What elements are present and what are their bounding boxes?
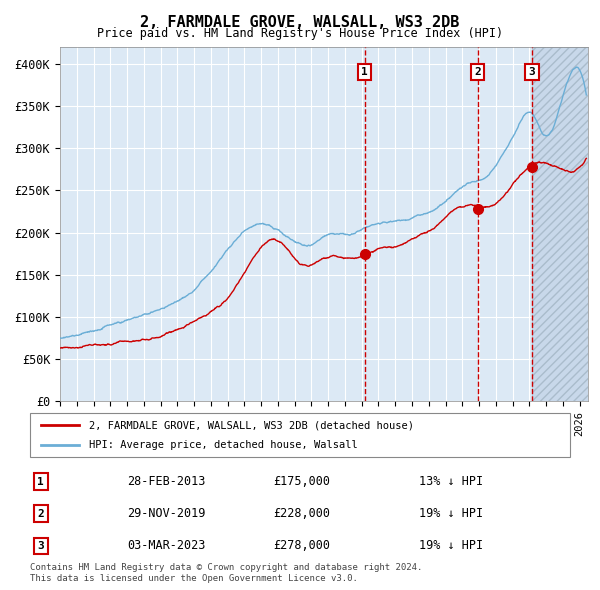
Text: 19% ↓ HPI: 19% ↓ HPI <box>419 539 483 552</box>
Text: 3: 3 <box>529 67 536 77</box>
Text: 2, FARMDALE GROVE, WALSALL, WS3 2DB (detached house): 2, FARMDALE GROVE, WALSALL, WS3 2DB (det… <box>89 421 415 430</box>
Text: 2, FARMDALE GROVE, WALSALL, WS3 2DB: 2, FARMDALE GROVE, WALSALL, WS3 2DB <box>140 15 460 30</box>
Text: 2: 2 <box>37 509 44 519</box>
Text: 1: 1 <box>361 67 368 77</box>
Text: 3: 3 <box>37 541 44 551</box>
Text: £228,000: £228,000 <box>273 507 330 520</box>
Text: £175,000: £175,000 <box>273 475 330 488</box>
Text: 03-MAR-2023: 03-MAR-2023 <box>127 539 206 552</box>
Text: £278,000: £278,000 <box>273 539 330 552</box>
Text: 1: 1 <box>37 477 44 487</box>
Text: 29-NOV-2019: 29-NOV-2019 <box>127 507 206 520</box>
Text: 19% ↓ HPI: 19% ↓ HPI <box>419 507 483 520</box>
FancyBboxPatch shape <box>30 413 570 457</box>
Text: HPI: Average price, detached house, Walsall: HPI: Average price, detached house, Wals… <box>89 440 358 450</box>
Text: 13% ↓ HPI: 13% ↓ HPI <box>419 475 483 488</box>
Text: 28-FEB-2013: 28-FEB-2013 <box>127 475 206 488</box>
Text: Price paid vs. HM Land Registry's House Price Index (HPI): Price paid vs. HM Land Registry's House … <box>97 27 503 40</box>
Bar <box>532 47 600 401</box>
Text: 2: 2 <box>474 67 481 77</box>
Bar <box>532 47 600 401</box>
Text: Contains HM Land Registry data © Crown copyright and database right 2024.
This d: Contains HM Land Registry data © Crown c… <box>30 563 422 583</box>
